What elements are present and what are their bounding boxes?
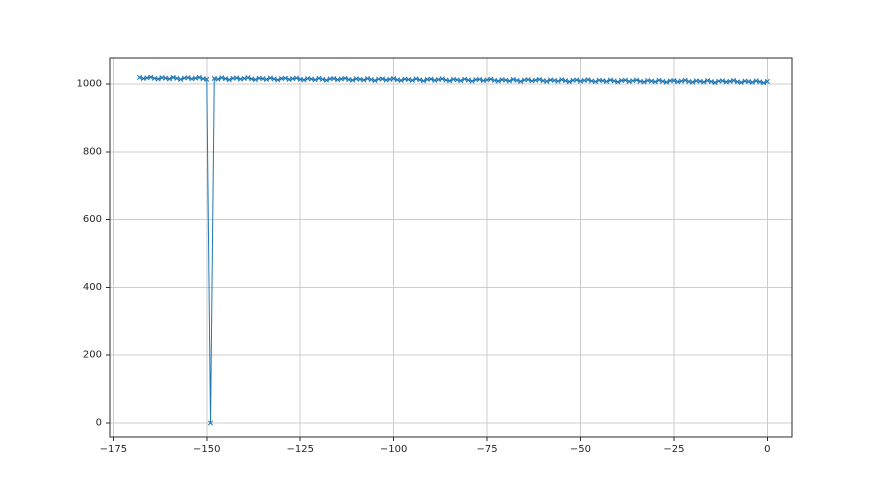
data-series — [136, 74, 770, 426]
axis-ticks — [106, 83, 768, 441]
x-tick-label: −50 — [570, 444, 591, 455]
y-tick-label: 800 — [83, 146, 102, 157]
series-line — [139, 76, 768, 424]
y-tick-label: 400 — [83, 282, 102, 293]
x-tick-label: −150 — [193, 444, 220, 455]
x-tick-label: −125 — [286, 444, 313, 455]
x-tick-label: 0 — [764, 444, 770, 455]
y-tick-label: 1000 — [77, 79, 102, 90]
x-tick-label: −75 — [477, 444, 498, 455]
y-tick-label: 600 — [83, 214, 102, 225]
x-tick-label: −175 — [100, 444, 127, 455]
grid — [110, 58, 792, 437]
axis-tick-labels: −175 −150 −125 −100 −75 −50 −25 0 0 200 400 600 800 1… — [77, 79, 771, 455]
x-tick-label: −100 — [380, 444, 407, 455]
x-tick-label: −25 — [663, 444, 684, 455]
plot-frame — [109, 57, 793, 438]
y-tick-label: 0 — [96, 417, 102, 428]
series-x-markers — [136, 74, 770, 426]
y-tick-label: 200 — [83, 350, 102, 361]
